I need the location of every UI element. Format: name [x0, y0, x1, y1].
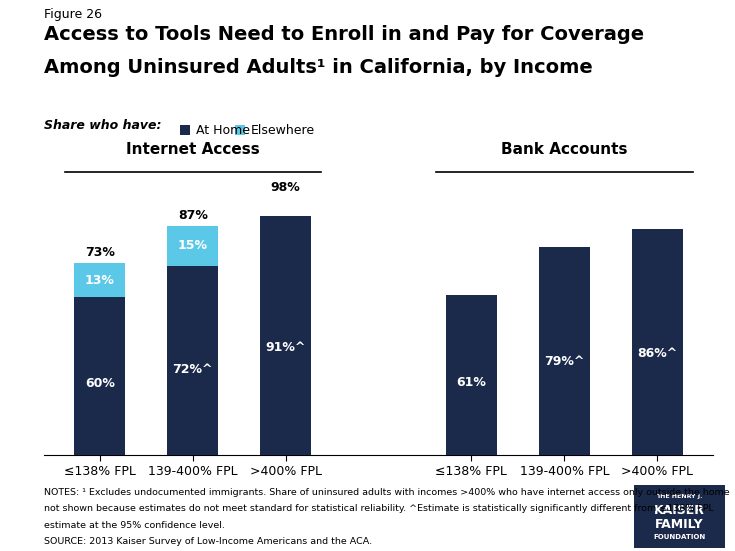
Text: At Home: At Home	[196, 123, 249, 137]
Bar	[539, 247, 590, 455]
Bar	[74, 263, 126, 297]
Text: KAISER: KAISER	[654, 504, 705, 517]
Text: not shown because estimates do not meet standard for statistical reliability. ^E: not shown because estimates do not meet …	[44, 504, 714, 513]
Text: 98%: 98%	[270, 181, 301, 193]
Text: Access to Tools Need to Enroll in and Pay for Coverage: Access to Tools Need to Enroll in and Pa…	[44, 25, 644, 44]
Text: NOTES: ¹ Excludes undocumented immigrants. Share of uninsured adults with income: NOTES: ¹ Excludes undocumented immigrant…	[44, 488, 730, 496]
Text: FAMILY: FAMILY	[655, 518, 704, 531]
Bar	[167, 266, 218, 455]
Text: SOURCE: 2013 Kaiser Survey of Low-Income Americans and the ACA.: SOURCE: 2013 Kaiser Survey of Low-Income…	[44, 537, 372, 546]
Bar	[74, 297, 126, 455]
Text: Elsewhere: Elsewhere	[251, 123, 315, 137]
Text: Among Uninsured Adults¹ in California, by Income: Among Uninsured Adults¹ in California, b…	[44, 58, 593, 77]
Bar	[167, 226, 218, 266]
Text: Figure 26: Figure 26	[44, 8, 102, 21]
Text: Internet Access: Internet Access	[126, 142, 259, 157]
Text: 73%: 73%	[85, 246, 115, 259]
Bar	[446, 295, 497, 455]
Text: 13%: 13%	[85, 274, 115, 287]
Text: 87%: 87%	[178, 209, 208, 223]
Text: Bank Accounts: Bank Accounts	[501, 142, 628, 157]
Text: Share who have:: Share who have:	[44, 119, 162, 132]
Text: 61%: 61%	[456, 376, 487, 389]
Text: 86%^: 86%^	[637, 347, 678, 360]
Text: 72%^: 72%^	[173, 363, 213, 376]
Text: FOUNDATION: FOUNDATION	[653, 534, 706, 541]
Text: 91%^: 91%^	[265, 341, 306, 354]
Bar	[260, 216, 311, 455]
Text: 60%: 60%	[85, 377, 115, 390]
Text: 79%^: 79%^	[544, 355, 584, 368]
Text: THE HENRY J.: THE HENRY J.	[656, 494, 703, 499]
Text: estimate at the 95% confidence level.: estimate at the 95% confidence level.	[44, 521, 225, 530]
Text: 15%: 15%	[178, 240, 208, 252]
Bar	[631, 229, 683, 455]
